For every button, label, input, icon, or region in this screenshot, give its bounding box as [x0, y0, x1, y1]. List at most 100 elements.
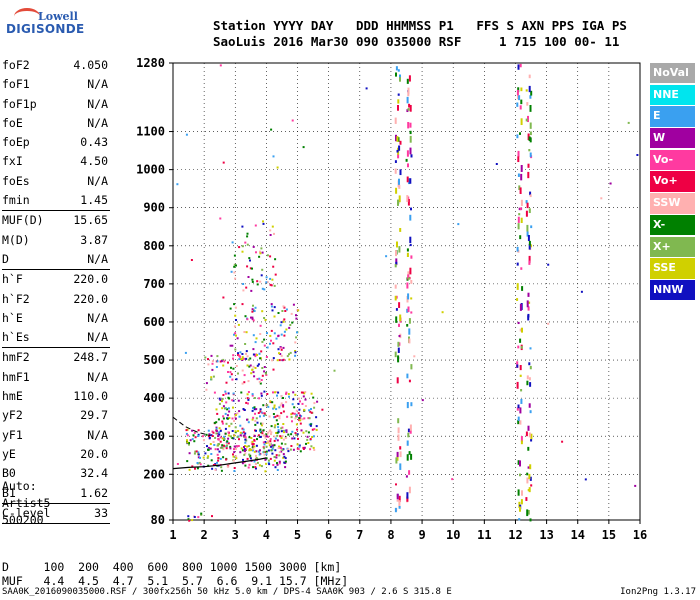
param-row: foF2 4.050 — [2, 56, 110, 75]
echo-point — [255, 408, 258, 411]
echo-point — [259, 449, 261, 452]
echo-point — [260, 350, 263, 353]
echo-point — [227, 442, 230, 445]
echo-point — [230, 366, 232, 369]
interference-point — [519, 338, 522, 343]
interference-point — [395, 316, 398, 323]
echo-point — [194, 450, 197, 453]
noise-point — [321, 408, 324, 411]
echo-point — [272, 368, 275, 371]
interference-point — [526, 472, 529, 476]
echo-point — [280, 437, 283, 439]
echo-point — [238, 358, 241, 361]
echo-point — [265, 356, 268, 358]
param-row: MUF(D) 15.65 — [2, 211, 110, 230]
echo-point — [191, 429, 194, 432]
echo-point — [211, 435, 214, 437]
echo-point — [301, 391, 304, 394]
echo-point — [247, 445, 250, 448]
interference-point — [521, 327, 523, 333]
echo-point — [256, 283, 259, 286]
echo-point — [242, 458, 244, 461]
echo-point — [283, 318, 286, 321]
echo-point — [187, 515, 190, 518]
echo-point — [277, 391, 280, 394]
echo-point — [293, 406, 296, 409]
echo-point — [231, 241, 234, 244]
echo-point — [238, 354, 241, 357]
echo-point — [207, 429, 210, 432]
echo-point — [294, 393, 297, 396]
echo-point — [256, 354, 258, 356]
echo-point — [238, 415, 241, 418]
interference-point — [397, 105, 399, 111]
echo-point — [207, 363, 210, 366]
interference-point — [396, 451, 399, 458]
echo-point — [285, 401, 288, 404]
echo-point — [294, 351, 297, 354]
echo-point — [259, 357, 262, 360]
echo-point — [235, 365, 238, 367]
echo-point — [244, 464, 247, 467]
param-value: N/A — [87, 173, 108, 188]
y-tick-label: 400 — [143, 391, 165, 405]
echo-point — [273, 459, 276, 462]
echo-point — [295, 336, 298, 339]
echo-point — [251, 316, 254, 319]
echo-point — [268, 463, 271, 466]
echo-point — [193, 516, 196, 518]
echo-point — [309, 423, 312, 426]
echo-point — [186, 434, 189, 437]
interference-point — [399, 74, 401, 80]
param-row: foEp 0.43 — [2, 133, 110, 152]
interference-point — [527, 171, 530, 179]
interference-point — [409, 147, 412, 155]
echo-point — [278, 460, 281, 463]
interference-point — [407, 293, 410, 300]
echo-point — [261, 367, 264, 369]
echo-point — [274, 424, 277, 427]
echo-point — [214, 448, 217, 451]
noise-point — [236, 436, 239, 438]
interference-point — [406, 324, 409, 327]
echo-point — [243, 461, 246, 464]
echo-point — [280, 450, 283, 453]
echo-point — [273, 232, 275, 235]
echo-point — [310, 408, 312, 410]
interference-point — [410, 207, 412, 211]
param-label: h`F — [2, 272, 23, 287]
interference-point — [517, 321, 520, 325]
param-value: 248.7 — [73, 350, 108, 365]
echo-point — [215, 432, 218, 435]
echo-point — [259, 250, 261, 253]
echo-point — [290, 413, 293, 416]
echo-point — [218, 397, 221, 400]
echo-point — [226, 417, 229, 420]
interference-point — [519, 187, 522, 194]
echo-point — [227, 371, 229, 373]
echo-point — [277, 348, 280, 351]
echo-point — [239, 431, 242, 434]
echo-point — [252, 371, 255, 374]
interference-point — [399, 140, 402, 145]
echo-point — [294, 417, 297, 420]
header-line-1: Station YYYY DAY DDD HHMMSS P1 FFS S AXN… — [213, 18, 627, 33]
interference-point — [530, 439, 533, 442]
interference-point — [526, 231, 529, 237]
echo-point — [272, 413, 275, 415]
echo-point — [310, 445, 313, 448]
interference-point — [394, 284, 397, 289]
echo-point — [242, 431, 245, 434]
echo-point — [232, 354, 235, 357]
echo-point — [260, 274, 263, 277]
echo-point — [241, 359, 244, 361]
noise-point — [451, 478, 454, 481]
param-value: N/A — [87, 310, 108, 325]
echo-point — [244, 441, 247, 444]
interference-point — [399, 77, 401, 82]
echo-point — [222, 394, 225, 396]
echo-point — [253, 445, 256, 448]
echo-point — [262, 404, 265, 407]
param-row: foEs N/A — [2, 172, 110, 191]
echo-point — [283, 306, 286, 309]
